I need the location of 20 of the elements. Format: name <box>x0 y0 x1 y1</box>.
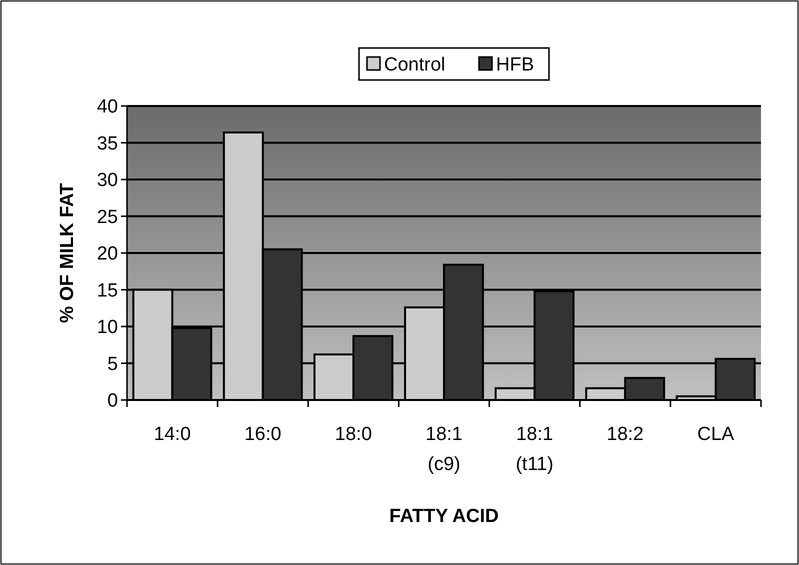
y-tick-label: 30 <box>96 170 118 192</box>
x-tick-label: 18:1 (c9) <box>426 424 462 475</box>
x-tick-label: 18:0 <box>334 424 372 445</box>
y-tick-label: 0 <box>107 390 118 412</box>
y-tick-label: 5 <box>107 354 118 375</box>
y-tick-label: 25 <box>96 206 118 228</box>
y-tick-label: 15 <box>96 280 118 302</box>
y-tick-label: 35 <box>96 133 118 154</box>
legend-label: Control <box>384 54 446 76</box>
x-tick-label: 18:1 (t11) <box>516 424 554 475</box>
y-axis-title: % OF MILK FAT <box>57 182 78 324</box>
x-tick-label: 14:0 <box>154 424 191 445</box>
y-tick-label: 10 <box>96 317 118 338</box>
y-tick-label: 20 <box>96 244 118 265</box>
x-tick-label: CLA <box>697 424 735 445</box>
x-axis-title: FATTY ACID <box>389 506 499 527</box>
x-tick-label: 16:0 <box>244 424 282 445</box>
legend-label: HFB <box>496 54 534 76</box>
x-tick-label: 18:2 <box>606 424 644 445</box>
y-tick-label: 40 <box>96 96 118 118</box>
